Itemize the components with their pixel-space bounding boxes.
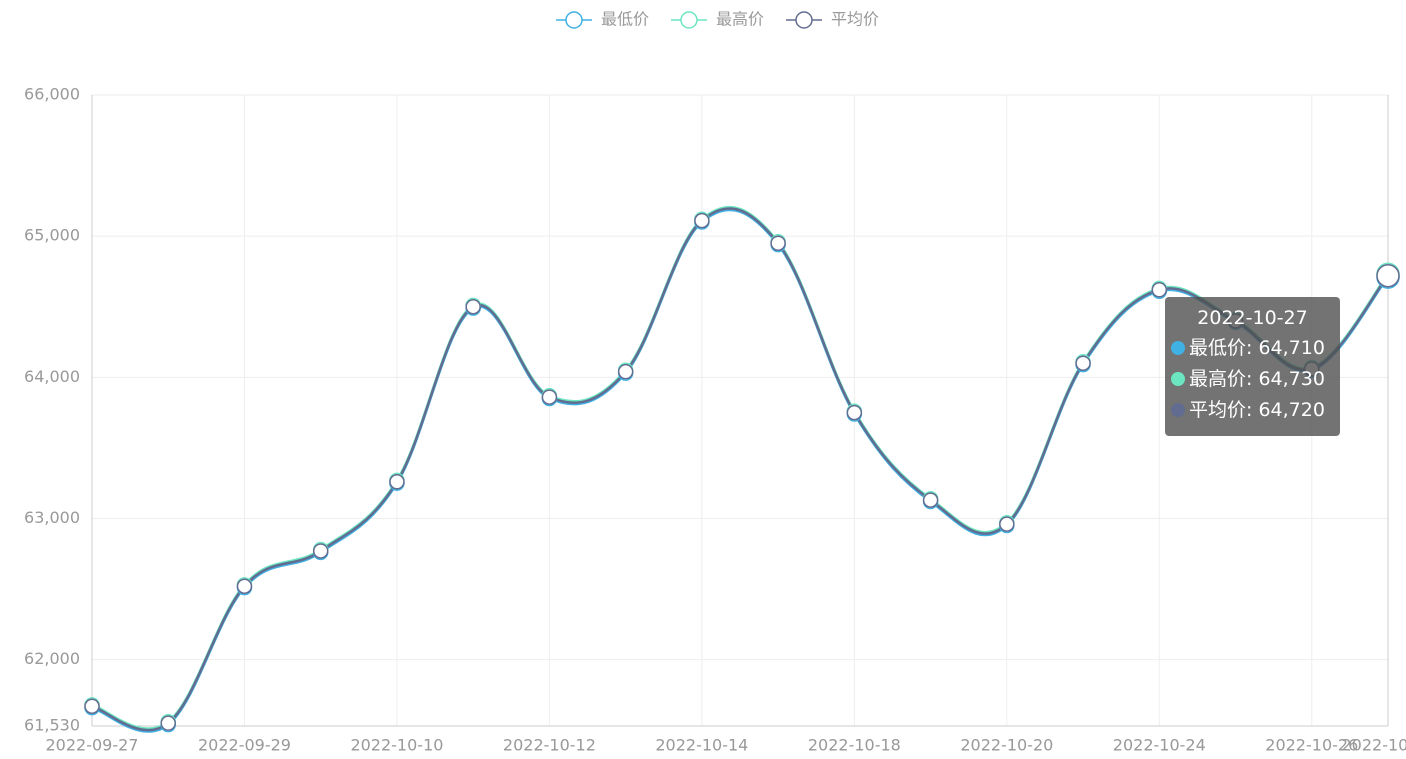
tooltip-value: 64,720 (1258, 399, 1325, 421)
tooltip-row: 平均价64,720 (1171, 395, 1334, 426)
tooltip-value: 64,710 (1258, 337, 1325, 359)
y-tick-label: 61,530 (24, 716, 80, 735)
point-marker (922, 492, 939, 508)
y-tick-label: 64,000 (24, 367, 80, 386)
legend-label: 最低价 (601, 10, 649, 29)
tooltip-value: 64,730 (1258, 368, 1325, 390)
point-marker (236, 578, 253, 594)
tooltip-dot (1171, 341, 1185, 355)
series-line (91, 207, 1389, 732)
y-tick-label: 66,000 (24, 85, 80, 104)
tooltip-row: 最高价64,730 (1171, 364, 1334, 395)
tooltip-row: 最低价64,710 (1171, 333, 1334, 364)
point-marker (999, 516, 1015, 532)
x-tick-label: 2022-10-12 (503, 736, 596, 755)
point-marker (465, 298, 481, 315)
x-tick-label: 2022-10-10 (350, 736, 443, 755)
y-tick-label: 63,000 (24, 508, 80, 527)
x-tick-label: 2022-10-27 (1342, 736, 1406, 755)
point-marker (1376, 263, 1400, 288)
point-marker (1151, 282, 1168, 298)
legend-marker (795, 11, 813, 29)
tooltip-name: 最高价 (1189, 368, 1258, 390)
legend-marker (680, 11, 698, 29)
point-marker (389, 474, 405, 490)
tooltip-dot (1171, 372, 1185, 386)
series-line (91, 205, 1389, 730)
point-marker (694, 212, 710, 229)
x-tick-label: 2022-10-20 (960, 736, 1053, 755)
point-marker (617, 363, 634, 380)
point-marker (312, 543, 329, 559)
point-marker (541, 389, 558, 405)
legend-label: 平均价 (831, 10, 879, 29)
point-marker (770, 235, 786, 251)
x-tick-label: 2022-10-14 (655, 736, 748, 755)
tooltip-dot (1171, 403, 1185, 417)
tooltip-title: 2022-10-27 (1197, 307, 1308, 329)
x-tick-label: 2022-09-27 (46, 736, 139, 755)
tooltip-name: 最低价 (1189, 337, 1258, 359)
legend-marker (565, 11, 583, 29)
legend-label: 最高价 (716, 10, 764, 29)
x-tick-label: 2022-10-18 (808, 736, 901, 755)
tooltip-name: 平均价 (1189, 399, 1258, 421)
tooltip: 2022-10-27最低价64,710最高价64,730平均价64,720 (1165, 297, 1340, 436)
point-marker (1075, 355, 1091, 371)
y-tick-label: 65,000 (24, 226, 80, 245)
point-marker (846, 404, 863, 421)
y-tick-label: 62,000 (24, 649, 80, 668)
point-marker (160, 715, 176, 731)
x-tick-label: 2022-09-29 (198, 736, 291, 755)
point-marker (84, 698, 100, 714)
x-tick-label: 2022-10-26 (1265, 736, 1358, 755)
series-line (91, 208, 1389, 733)
x-tick-label: 2022-10-24 (1113, 736, 1206, 755)
